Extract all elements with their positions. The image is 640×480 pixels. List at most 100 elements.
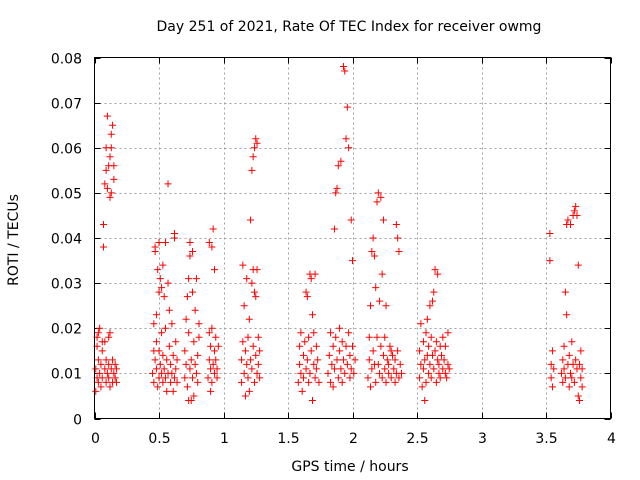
data-point <box>106 329 114 337</box>
x-tick-label: 3.5 <box>535 431 557 447</box>
axis-ticks <box>94 57 612 420</box>
data-point <box>307 275 315 283</box>
data-point <box>328 360 336 368</box>
data-point <box>564 216 572 224</box>
data-point <box>428 351 436 359</box>
data-point <box>163 356 171 364</box>
data-point <box>569 360 577 368</box>
data-point <box>385 360 393 368</box>
y-axis-label: ROTI / TECUs <box>6 194 22 286</box>
data-point <box>190 338 198 346</box>
data-point <box>373 333 381 341</box>
data-point <box>208 243 216 251</box>
data-point <box>105 374 113 382</box>
data-point <box>107 130 115 138</box>
data-point <box>427 374 435 382</box>
data-point <box>239 261 247 269</box>
data-point <box>391 356 399 364</box>
data-point <box>155 288 163 296</box>
data-point <box>208 324 216 332</box>
data-point <box>152 338 160 346</box>
data-point <box>190 392 198 400</box>
data-point <box>577 347 585 355</box>
data-point <box>249 153 257 161</box>
data-point <box>240 302 248 310</box>
data-point <box>92 365 100 373</box>
data-point <box>299 374 307 382</box>
data-point <box>156 275 164 283</box>
data-point <box>159 351 167 359</box>
data-point <box>252 351 260 359</box>
data-point <box>425 369 433 377</box>
plot-frame <box>94 57 611 419</box>
data-point <box>427 333 435 341</box>
data-point <box>182 315 190 323</box>
data-point <box>574 392 582 400</box>
data-point <box>381 333 389 341</box>
data-point <box>250 144 258 152</box>
data-point <box>416 374 424 382</box>
data-point <box>303 293 311 301</box>
data-point <box>419 338 427 346</box>
data-point <box>557 369 565 377</box>
data-point <box>94 356 102 364</box>
data-point <box>377 342 385 350</box>
data-point <box>195 320 203 328</box>
data-point <box>333 356 341 364</box>
data-point <box>395 248 403 256</box>
data-point <box>252 293 260 301</box>
data-point <box>342 342 350 350</box>
data-point <box>170 374 178 382</box>
data-point <box>106 153 114 161</box>
data-point <box>97 360 105 368</box>
data-point <box>209 360 217 368</box>
data-point <box>173 356 181 364</box>
data-point <box>98 374 106 382</box>
data-point <box>578 383 586 391</box>
y-tick-label: 0.08 <box>51 52 82 68</box>
data-point <box>343 360 351 368</box>
data-point <box>550 365 558 373</box>
data-point <box>347 365 355 373</box>
data-point <box>212 333 220 341</box>
data-point <box>368 365 376 373</box>
data-point <box>332 189 340 197</box>
data-point <box>383 356 391 364</box>
data-point <box>309 311 317 319</box>
data-point <box>161 239 169 247</box>
data-point <box>334 374 342 382</box>
data-point <box>548 383 556 391</box>
data-point <box>110 369 118 377</box>
data-point <box>350 369 358 377</box>
data-point <box>161 324 169 332</box>
data-point <box>370 252 378 260</box>
data-point <box>204 374 212 382</box>
data-point <box>248 166 256 174</box>
data-point <box>443 374 451 382</box>
data-point <box>431 266 439 274</box>
data-point <box>440 356 448 364</box>
data-point <box>381 365 389 373</box>
data-point <box>346 374 354 382</box>
data-point <box>238 378 246 386</box>
data-point <box>334 162 342 170</box>
y-tick-label: 0 <box>73 413 82 429</box>
data-point <box>441 369 449 377</box>
data-point <box>365 333 373 341</box>
data-point <box>423 315 431 323</box>
x-tick-label: 0 <box>91 431 100 447</box>
data-point <box>256 347 264 355</box>
data-point <box>102 166 110 174</box>
data-point <box>565 351 573 359</box>
data-point <box>311 374 319 382</box>
data-point <box>111 374 119 382</box>
data-point <box>312 365 320 373</box>
data-point <box>169 387 177 395</box>
data-point <box>168 320 176 328</box>
data-point <box>207 342 215 350</box>
data-point <box>345 144 353 152</box>
data-point <box>327 329 335 337</box>
data-point <box>151 356 159 364</box>
x-tick-label: 1.5 <box>277 431 299 447</box>
data-point <box>330 365 338 373</box>
